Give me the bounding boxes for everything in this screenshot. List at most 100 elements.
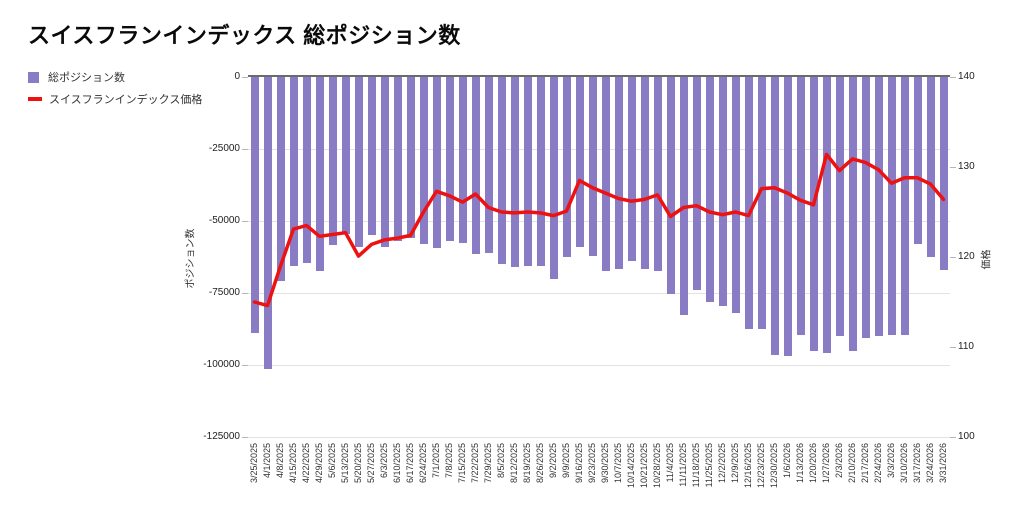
bar [887, 77, 896, 335]
x-axis-tick: 3/17/2026 [912, 443, 922, 484]
x-axis-tick: 9/23/2025 [587, 443, 597, 484]
right-axis-tick: 100 [958, 431, 975, 442]
bar [510, 77, 519, 267]
x-axis-tick: 8/5/2025 [496, 443, 506, 479]
x-axis-tick: 4/15/2025 [288, 443, 298, 484]
x-axis-tick: 5/13/2025 [340, 443, 350, 484]
left-axis-title: ポジション数 [185, 228, 197, 289]
bar [289, 77, 298, 266]
x-axis-tick: 6/24/2025 [418, 443, 428, 484]
x-axis-tick: 3/24/2026 [925, 443, 935, 484]
x-axis-tick: 5/27/2025 [366, 443, 376, 484]
bar [471, 77, 480, 254]
x-axis-tick: 11/11/2025 [678, 443, 688, 487]
bar [679, 77, 688, 315]
bar [406, 77, 415, 238]
bar [718, 77, 727, 306]
plot-area [248, 77, 950, 438]
bar [835, 77, 844, 336]
x-axis-tick: 9/9/2025 [561, 443, 571, 479]
x-axis-tick: 1/20/2026 [808, 443, 818, 484]
bar [419, 77, 428, 244]
bar [250, 77, 259, 333]
bar [757, 77, 766, 329]
bar [705, 77, 714, 302]
x-axis-tick: 4/29/2025 [314, 443, 324, 484]
x-axis-tick: 11/18/2025 [691, 443, 701, 488]
gridline [248, 365, 950, 366]
bar [302, 77, 311, 263]
x-axis-tick: 3/25/2025 [249, 443, 259, 484]
x-axis-tick: 4/1/2025 [262, 443, 272, 479]
x-axis-tick: 9/2/2025 [548, 443, 558, 479]
gridline [248, 437, 950, 438]
right-tick-mark [950, 167, 956, 168]
right-axis-tick: 140 [958, 71, 975, 82]
bar [458, 77, 467, 243]
bar [861, 77, 870, 338]
left-tick-mark [242, 293, 248, 294]
bar [796, 77, 805, 335]
bar [822, 77, 831, 353]
bar [484, 77, 493, 253]
right-axis-tick: 120 [958, 251, 975, 262]
left-tick-mark [242, 221, 248, 222]
bar [315, 77, 324, 271]
bar [692, 77, 701, 290]
legend-item-positions: 総ポジション数 [28, 66, 202, 88]
bar [731, 77, 740, 313]
bar [341, 77, 350, 234]
bar [900, 77, 909, 335]
price-line [252, 152, 946, 308]
x-axis-tick: 10/14/2025 [626, 443, 636, 489]
x-axis-tick: 8/26/2025 [535, 443, 545, 484]
x-axis-tick: 8/12/2025 [509, 443, 519, 484]
bar [445, 77, 454, 241]
x-axis-tick: 11/4/2025 [665, 443, 675, 483]
price-line-chart [252, 152, 946, 308]
bar [393, 77, 402, 241]
left-tick-mark [242, 149, 248, 150]
zero-axis-line [248, 75, 950, 77]
x-axis-tick: 7/15/2025 [457, 443, 467, 484]
bar [432, 77, 441, 248]
x-axis-tick: 12/30/2025 [769, 443, 779, 489]
legend: 総ポジション数 スイスフランインデックス価格 [28, 66, 202, 110]
x-axis-tick: 1/27/2026 [821, 443, 831, 484]
bar [588, 77, 597, 256]
x-axis-tick: 7/1/2025 [431, 443, 441, 479]
bar [367, 77, 376, 235]
x-axis-tick: 12/23/2025 [756, 443, 766, 489]
x-axis-tick: 10/21/2025 [639, 443, 649, 489]
x-axis-tick: 4/22/2025 [301, 443, 311, 484]
x-axis-tick: 4/8/2025 [275, 443, 285, 479]
left-axis-tick: -100000 [203, 359, 240, 370]
bar [601, 77, 610, 271]
bar [627, 77, 636, 261]
bar [848, 77, 857, 351]
bar [913, 77, 922, 244]
bar [614, 77, 623, 269]
legend-item-price: スイスフランインデックス価格 [28, 88, 202, 110]
x-axis-tick: 12/9/2025 [730, 443, 740, 484]
x-axis-tick: 1/13/2026 [795, 443, 805, 484]
left-tick-mark [242, 365, 248, 366]
x-axis-tick: 9/30/2025 [600, 443, 610, 484]
x-axis-tick: 8/19/2025 [522, 443, 532, 484]
line-series-swatch-icon [28, 97, 42, 101]
x-axis-tick: 6/17/2025 [405, 443, 415, 484]
left-axis-tick: -125000 [203, 431, 240, 442]
right-tick-mark [950, 257, 956, 258]
right-axis-tick: 110 [958, 341, 974, 352]
bar [549, 77, 558, 279]
right-axis-tick: 130 [958, 161, 975, 172]
gridline [248, 221, 950, 222]
x-axis-tick: 3/10/2026 [899, 443, 909, 484]
bar [562, 77, 571, 257]
bar-series-swatch-icon [28, 71, 39, 83]
x-axis-tick: 2/17/2026 [860, 443, 870, 484]
x-axis-tick: 3/31/2026 [938, 443, 948, 484]
right-tick-mark [950, 347, 956, 348]
x-axis-tick: 2/24/2026 [873, 443, 883, 484]
left-axis-tick: 0 [234, 71, 240, 82]
